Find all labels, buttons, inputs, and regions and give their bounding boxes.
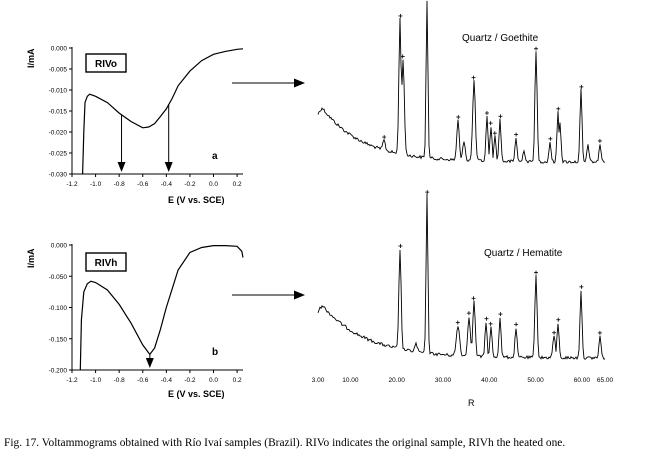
x-tick-label: -0.8 — [114, 377, 126, 384]
x-tick-label: -1.2 — [66, 181, 78, 188]
xrd-x-tick-label: 60.00 — [574, 377, 591, 384]
x-tick-label: -1.0 — [90, 181, 102, 188]
y-tick-label: -0.050 — [49, 274, 68, 281]
xrd-x-tick-label: 3.00 — [312, 377, 325, 384]
xrd-pattern-bottom: Quartz / Hematite 3.00 10.00 20.00 30.00 40.… — [312, 190, 614, 408]
xrd-peak-marks-bottom — [398, 190, 602, 335]
x-tick-label: 0.2 — [233, 377, 242, 384]
y-tick-label: -0.005 — [49, 67, 68, 74]
voltammogram-b: 0.000 -0.050 -0.100 -0.150 -0.200 -1.2 -1.0 -0… — [26, 243, 244, 399]
ylabel-a: I/mA — [26, 48, 36, 68]
xrd-x-tick-label: 10.00 — [342, 377, 359, 384]
y-tick-label: -0.025 — [49, 151, 68, 158]
xlabel-b: E (V vs. SCE) — [168, 389, 225, 399]
xrd-x-tick-label: 65.00 — [597, 377, 614, 384]
xrd-phase-label-top: Quartz / Goethite — [462, 33, 539, 44]
x-tick-label: -0.4 — [161, 181, 173, 188]
xrd-xlabel: R — [468, 398, 475, 408]
xrd-trace-bottom — [317, 193, 606, 360]
x-tick-label: -1.0 — [90, 377, 102, 384]
xrd-phase-label-bottom: Quartz / Hematite — [484, 248, 563, 259]
x-tick-label: -0.8 — [114, 181, 126, 188]
figure-caption: Fig. 17. Voltammograms obtained with Río… — [4, 437, 566, 449]
figure-canvas: 0.000 -0.005 -0.010 -0.015 -0.020 -0.025 -0.03… — [26, 0, 614, 408]
xrd-x-tick-label: 30.00 — [435, 377, 452, 384]
xrd-x-tick-label: 40.00 — [481, 377, 498, 384]
x-ticks-b: -1.2 -1.0 -0.8 -0.6 -0.4 -0.2 0.0 0.2 — [66, 370, 242, 384]
y-tick-label: 0.000 — [51, 46, 68, 53]
xlabel-a: E (V vs. SCE) — [168, 195, 225, 205]
y-tick-label: -0.010 — [49, 88, 68, 95]
x-tick-label: -0.2 — [184, 377, 196, 384]
y-tick-label: -0.100 — [49, 305, 68, 312]
ylabel-b: I/mA — [26, 248, 36, 268]
sample-label-b: RIVh — [95, 258, 118, 269]
x-tick-label: 0.0 — [209, 181, 218, 188]
xrd-x-ticks: 3.00 10.00 20.00 30.00 40.00 50.00 60.00 65.00 — [312, 377, 614, 384]
x-tick-label: -0.6 — [137, 377, 149, 384]
xrd-x-tick-label: 50.00 — [527, 377, 544, 384]
peak-arrows-a — [117, 104, 173, 172]
y-tick-label: -0.150 — [49, 336, 68, 343]
x-ticks-a: -1.2 -1.0 -0.8 -0.6 -0.4 -0.2 0.0 0.2 — [66, 174, 242, 188]
sample-label-a: RIVo — [95, 59, 117, 70]
connector-arrow-bottom — [232, 290, 305, 300]
x-tick-label: -0.2 — [184, 181, 196, 188]
panel-letter-b: b — [212, 347, 218, 358]
connector-arrow-top — [232, 78, 305, 88]
voltammogram-a: 0.000 -0.005 -0.010 -0.015 -0.020 -0.025 -0.03… — [26, 46, 244, 205]
y-tick-label: -0.020 — [49, 130, 68, 137]
x-tick-label: -1.2 — [66, 377, 78, 384]
y-ticks-a: 0.000 -0.005 -0.010 -0.015 -0.020 -0.025 -0.03… — [49, 46, 72, 179]
sample-label-box-b — [85, 252, 127, 272]
y-tick-label: -0.015 — [49, 109, 68, 116]
x-tick-label: 0.2 — [233, 181, 242, 188]
xrd-pattern-top: Quartz / Goethite — [317, 0, 606, 164]
peak-arrow-head — [117, 162, 126, 172]
xrd-x-tick-label: 20.00 — [389, 377, 406, 384]
x-tick-label: -0.6 — [137, 181, 149, 188]
voltammogram-curve-a — [82, 48, 244, 175]
xrd-peak-marks-top — [382, 13, 602, 143]
xrd-trace-top — [317, 0, 606, 164]
peak-arrow-head — [145, 358, 154, 368]
y-tick-label: 0.000 — [51, 243, 68, 250]
x-tick-label: -0.4 — [161, 377, 173, 384]
y-tick-label: -0.030 — [49, 172, 68, 179]
peak-arrow-head — [164, 162, 173, 172]
voltammogram-curve-b — [79, 245, 244, 371]
y-tick-label: -0.200 — [49, 368, 68, 375]
panel-letter-a: a — [212, 151, 218, 162]
x-tick-label: 0.0 — [209, 377, 218, 384]
peak-arrows-b — [145, 354, 154, 368]
sample-label-box-a — [85, 53, 127, 73]
y-ticks-b: 0.000 -0.050 -0.100 -0.150 -0.200 — [49, 243, 72, 375]
